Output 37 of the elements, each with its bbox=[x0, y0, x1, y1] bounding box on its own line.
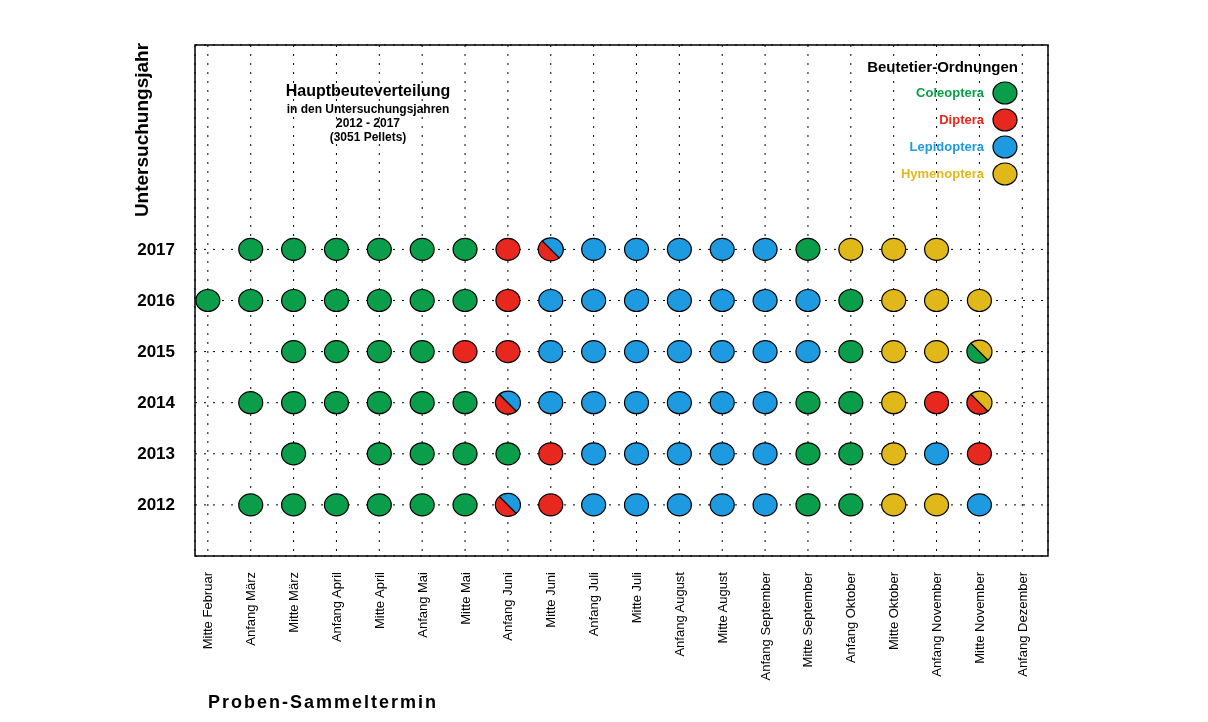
y-tick-label: 2017 bbox=[137, 239, 175, 259]
annotation: 2012 - 2017 bbox=[334, 116, 402, 130]
text: Hauptbeuteverteilung bbox=[284, 82, 452, 100]
x-tick-label: Mitte Oktober bbox=[886, 571, 902, 651]
x-tick-label: Anfang November bbox=[929, 571, 945, 677]
y-axis-title: Untersuchungsjahr bbox=[131, 41, 153, 220]
y-tick-label: 2013 bbox=[137, 444, 175, 464]
legend-label: Lepidoptera bbox=[909, 139, 984, 154]
legend-title: Beutetier-Ordnungen bbox=[867, 58, 1018, 75]
x-tick-label: Mitte August bbox=[714, 571, 730, 644]
x-tick-label: Mitte September bbox=[800, 571, 816, 668]
annotation: in den Untersuchungsjahren bbox=[285, 102, 451, 116]
x-tick-label: Anfang April bbox=[328, 571, 344, 643]
legend-label: Diptera bbox=[939, 112, 984, 127]
x-tick-label: Anfang Dezember bbox=[1014, 571, 1030, 677]
x-tick-label: Mitte Juni bbox=[543, 571, 559, 628]
legend-label: Coleoptera bbox=[916, 85, 984, 100]
x-tick-label: Anfang Juli bbox=[586, 571, 602, 637]
x-tick-label: Mitte Juli bbox=[629, 571, 644, 624]
annotation: (3051 Pellets) bbox=[328, 130, 408, 144]
x-tick-label: Anfang September bbox=[757, 571, 773, 681]
legend-label: Hymenoptera bbox=[900, 166, 984, 181]
x-tick-label: Mitte März bbox=[286, 572, 302, 633]
y-tick-label: 2014 bbox=[137, 393, 176, 413]
y-tick-label: 2016 bbox=[137, 291, 175, 310]
x-tick-label: Mitte April bbox=[371, 571, 387, 630]
x-tick-label: Anfang Mai bbox=[414, 571, 430, 638]
x-tick-label: Anfang August bbox=[671, 571, 687, 657]
y-tick-label: 2012 bbox=[137, 495, 175, 515]
x-tick-label: Anfang März bbox=[243, 572, 259, 646]
x-tick-label: Mitte Februar bbox=[200, 571, 216, 650]
x-axis-title: Proben-Sammeltermin bbox=[208, 692, 439, 713]
x-tick-label: Anfang Oktober bbox=[843, 571, 859, 664]
x-tick-label: Mitte Mai bbox=[457, 571, 473, 625]
x-tick-label: Anfang Juni bbox=[500, 571, 516, 641]
x-tick-label: Mitte November bbox=[971, 571, 987, 664]
y-tick-label: 2015 bbox=[137, 342, 175, 362]
